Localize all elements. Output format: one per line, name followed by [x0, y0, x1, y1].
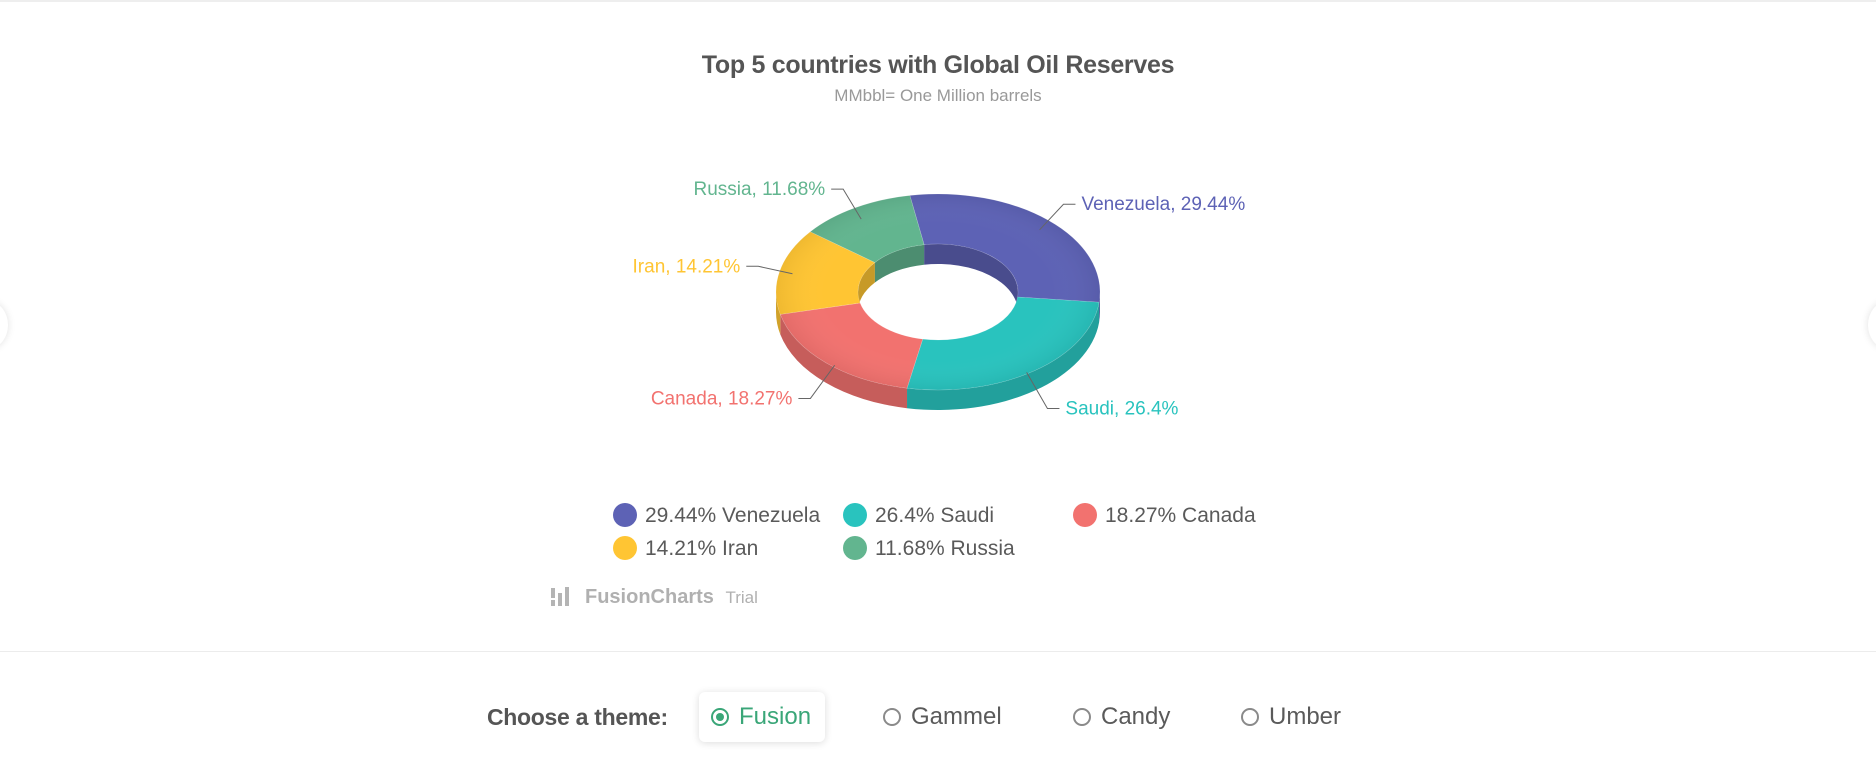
leader-line-russia	[831, 188, 862, 220]
fusioncharts-logo-icon	[551, 587, 569, 606]
radio-unselected-icon[interactable]	[1073, 708, 1091, 726]
credit-brand: FusionCharts	[585, 586, 714, 608]
leader-line-canada	[798, 364, 836, 399]
radio-unselected-icon[interactable]	[1241, 708, 1259, 726]
legend-marker-icon[interactable]	[613, 503, 637, 527]
data-label-venezuela: Venezuela, 29.44%	[1081, 194, 1245, 215]
legend-marker-icon[interactable]	[613, 536, 637, 560]
legend-item-russia[interactable]: 11.68% Russia	[875, 537, 1015, 560]
theme-selector-label: Choose a theme:	[487, 704, 668, 730]
svg-text:FusionCharts Trial: FusionCharts Trial	[585, 586, 758, 608]
data-label-iran: Iran, 14.21%	[633, 256, 741, 277]
top-divider	[0, 0, 1876, 2]
leader-line-venezuela	[1039, 203, 1076, 231]
doughnut-chart: Top 5 countries with Global Oil Reserves…	[551, 51, 1256, 608]
legend-marker-icon[interactable]	[843, 536, 867, 560]
theme-option-label: Umber	[1269, 703, 1342, 730]
credit-suffix: Trial	[725, 588, 757, 607]
legend-marker-icon[interactable]	[843, 503, 867, 527]
leader-line-iran	[746, 265, 793, 275]
theme-option-label: Candy	[1101, 703, 1171, 730]
carousel-next-handle[interactable]	[1868, 302, 1876, 348]
radio-unselected-icon[interactable]	[883, 708, 901, 726]
legend-item-venezuela[interactable]: 29.44% Venezuela	[645, 504, 820, 527]
data-label-saudi: Saudi, 26.4%	[1065, 398, 1178, 419]
data-label-russia: Russia, 11.68%	[693, 179, 825, 200]
leader-line-saudi	[1026, 372, 1060, 409]
theme-option-label: Gammel	[911, 703, 1002, 730]
theme-option-gammel[interactable]: Gammel	[883, 692, 1002, 742]
legend-item-canada[interactable]: 18.27% Canada	[1105, 504, 1256, 527]
legend-item-saudi[interactable]: 26.4% Saudi	[875, 504, 994, 527]
data-label-canada: Canada, 18.27%	[651, 388, 793, 409]
pie-slices	[775, 193, 1101, 391]
theme-option-label: Fusion	[739, 703, 812, 730]
legend-marker-icon[interactable]	[1073, 503, 1097, 527]
theme-option-candy[interactable]: Candy	[1073, 692, 1170, 742]
chart-container: Top 5 countries with Global Oil Reserves…	[0, 51, 1876, 608]
chart-title: Top 5 countries with Global Oil Reserves	[702, 51, 1174, 79]
pie-data-labels: Venezuela, 29.44% Saudi, 26.4% Canada, 18.…	[633, 179, 1246, 419]
theme-option-fusion[interactable]: Fusion	[699, 692, 826, 742]
chart-subtitle: MMbbl= One Million barrels	[834, 86, 1041, 105]
chart-legend: 29.44% Venezuela 26.4% Saudi 18.27% Canada…	[613, 503, 1256, 560]
theme-option-umber[interactable]: Umber	[1241, 692, 1341, 742]
radio-selected-icon[interactable]	[711, 708, 729, 726]
carousel-prev-handle[interactable]	[0, 302, 8, 348]
legend-item-iran[interactable]: 14.21% Iran	[645, 537, 758, 560]
fusioncharts-credit: FusionCharts Trial	[551, 586, 758, 608]
pie-slice-saudi[interactable]	[906, 296, 1100, 391]
section-divider	[0, 651, 1876, 652]
